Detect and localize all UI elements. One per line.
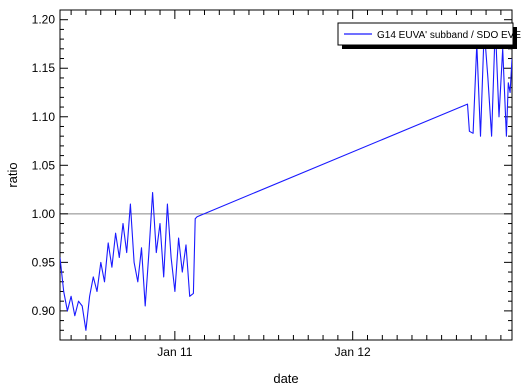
y-tick-label: 0.90 [32, 304, 56, 318]
y-axis-label: ratio [5, 162, 20, 187]
legend-box [337, 22, 514, 46]
y-tick-label: 1.15 [32, 61, 56, 75]
y-tick-label: 1.20 [32, 13, 56, 27]
y-axis: 0.90 0.95 1.00 1.05 1.10 1.15 1.20 [32, 9, 512, 341]
x-axis: Jan 11 Jan 12 [70, 10, 502, 359]
y-tick-label: 0.95 [32, 255, 56, 269]
legend: G14 EUVA' subband / SDO EVE [337, 22, 521, 49]
x-tick-label: Jan 11 [157, 345, 192, 359]
y-tick-label: 1.05 [32, 158, 56, 172]
x-tick-label: Jan 12 [335, 345, 371, 359]
plot-frame [59, 9, 513, 341]
y-tick-label: 1.00 [32, 207, 56, 221]
x-axis-label: date [273, 371, 298, 386]
y-tick-label: 1.10 [32, 110, 56, 124]
legend-label: G14 EUVA' subband / SDO EVE [377, 30, 521, 41]
